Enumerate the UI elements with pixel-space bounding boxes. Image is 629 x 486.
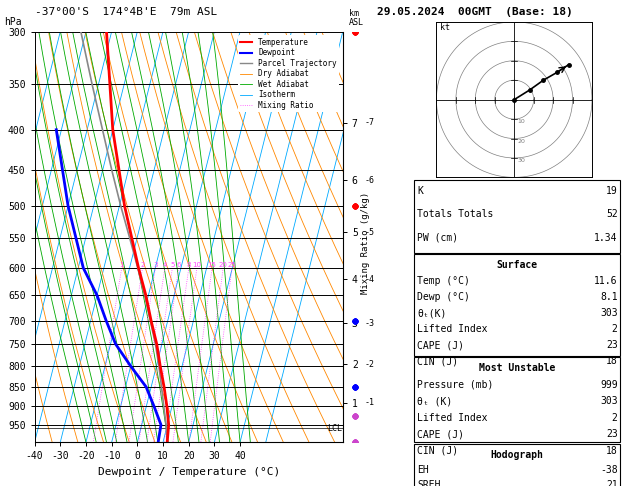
Text: 1.34: 1.34 <box>594 233 618 243</box>
Text: 10: 10 <box>517 119 525 124</box>
Legend: Temperature, Dewpoint, Parcel Trajectory, Dry Adiabat, Wet Adiabat, Isotherm, Mi: Temperature, Dewpoint, Parcel Trajectory… <box>238 35 339 112</box>
Text: 30: 30 <box>517 158 525 163</box>
Text: 303: 303 <box>600 396 618 406</box>
Text: EH: EH <box>417 465 429 475</box>
Text: hPa: hPa <box>4 17 21 28</box>
Text: 23: 23 <box>606 340 618 350</box>
Text: 6: 6 <box>176 262 181 268</box>
Text: 20: 20 <box>219 262 228 268</box>
Text: 19: 19 <box>606 186 618 196</box>
Text: -37°00'S  174°4B'E  79m ASL: -37°00'S 174°4B'E 79m ASL <box>35 7 217 17</box>
Text: 52: 52 <box>606 209 618 220</box>
Text: -2: -2 <box>364 360 374 368</box>
Text: θₜ (K): θₜ (K) <box>417 396 452 406</box>
X-axis label: Dewpoint / Temperature (°C): Dewpoint / Temperature (°C) <box>97 467 280 477</box>
Text: Pressure (mb): Pressure (mb) <box>417 380 493 390</box>
Text: 21: 21 <box>606 480 618 486</box>
Text: 303: 303 <box>600 308 618 318</box>
Text: θₜ(K): θₜ(K) <box>417 308 447 318</box>
Text: 1: 1 <box>120 262 124 268</box>
Text: CAPE (J): CAPE (J) <box>417 429 464 439</box>
Text: 15: 15 <box>208 262 216 268</box>
Text: PW (cm): PW (cm) <box>417 233 458 243</box>
Text: 25: 25 <box>228 262 237 268</box>
Text: -3: -3 <box>364 318 374 328</box>
Text: 3: 3 <box>153 262 158 268</box>
Text: Most Unstable: Most Unstable <box>479 363 555 373</box>
Text: Mixing Ratio (g/kg): Mixing Ratio (g/kg) <box>361 192 370 294</box>
Text: -7: -7 <box>364 118 374 127</box>
Text: 8: 8 <box>187 262 191 268</box>
Text: 20: 20 <box>517 139 525 143</box>
Text: 29.05.2024  00GMT  (Base: 18): 29.05.2024 00GMT (Base: 18) <box>377 7 573 17</box>
Text: CAPE (J): CAPE (J) <box>417 340 464 350</box>
Text: 999: 999 <box>600 380 618 390</box>
Text: Dewp (°C): Dewp (°C) <box>417 292 470 302</box>
Text: Hodograph: Hodograph <box>490 450 543 460</box>
Text: kt: kt <box>440 23 450 32</box>
Text: 11.6: 11.6 <box>594 276 618 286</box>
Text: Temp (°C): Temp (°C) <box>417 276 470 286</box>
Text: 2: 2 <box>612 413 618 423</box>
Text: 4: 4 <box>163 262 167 268</box>
Text: -5: -5 <box>364 227 374 237</box>
Text: km
ASL: km ASL <box>349 10 364 28</box>
Text: -38: -38 <box>600 465 618 475</box>
Text: Lifted Index: Lifted Index <box>417 413 487 423</box>
Text: Totals Totals: Totals Totals <box>417 209 493 220</box>
Text: Surface: Surface <box>496 260 537 270</box>
Text: 18: 18 <box>606 446 618 456</box>
Text: SREH: SREH <box>417 480 440 486</box>
Text: -6: -6 <box>364 176 374 185</box>
Text: 2: 2 <box>140 262 145 268</box>
Text: Lifted Index: Lifted Index <box>417 324 487 334</box>
Text: 8.1: 8.1 <box>600 292 618 302</box>
Text: -4: -4 <box>364 275 374 284</box>
Text: 18: 18 <box>606 356 618 366</box>
Text: CIN (J): CIN (J) <box>417 356 458 366</box>
Text: -1: -1 <box>364 399 374 407</box>
Text: 10: 10 <box>192 262 201 268</box>
Text: CIN (J): CIN (J) <box>417 446 458 456</box>
Text: 2: 2 <box>612 324 618 334</box>
Text: 5: 5 <box>170 262 175 268</box>
Text: LCL: LCL <box>327 424 342 433</box>
Text: 23: 23 <box>606 429 618 439</box>
Text: K: K <box>417 186 423 196</box>
